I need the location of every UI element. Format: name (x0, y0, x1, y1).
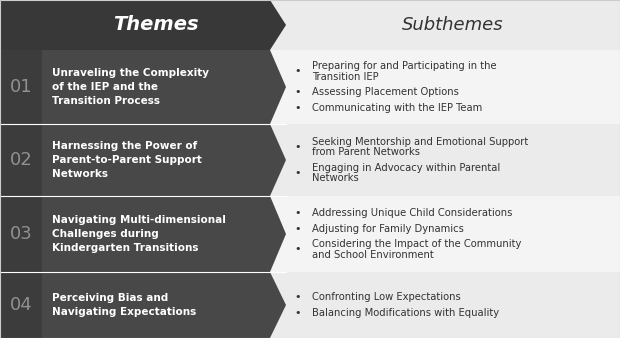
Bar (0, 50, 620, 124)
Text: Harnessing the Power of
Parent-to-Parent Support
Networks: Harnessing the Power of Parent-to-Parent… (52, 141, 202, 179)
Text: Themes: Themes (113, 16, 199, 34)
Bar (0, 196, 620, 272)
Text: 02: 02 (10, 151, 32, 169)
Text: Adjusting for Family Dynamics: Adjusting for Family Dynamics (312, 224, 464, 234)
Text: Engaging in Advocacy within Parental: Engaging in Advocacy within Parental (312, 163, 500, 173)
Polygon shape (42, 0, 286, 50)
Text: •: • (294, 292, 301, 302)
Bar (0, 0, 42, 50)
Bar (0, 50, 42, 124)
Text: •: • (294, 103, 301, 113)
Text: •: • (294, 244, 301, 255)
Bar (0, 124, 42, 196)
Polygon shape (42, 196, 286, 272)
Text: Networks: Networks (312, 173, 359, 183)
Text: •: • (294, 67, 301, 76)
Text: from Parent Networks: from Parent Networks (312, 147, 420, 157)
Text: •: • (294, 142, 301, 152)
Text: Seeking Mentorship and Emotional Support: Seeking Mentorship and Emotional Support (312, 137, 528, 147)
Text: •: • (294, 168, 301, 178)
Text: Unraveling the Complexity
of the IEP and the
Transition Process: Unraveling the Complexity of the IEP and… (52, 68, 209, 106)
Bar (0, 124, 620, 196)
Text: Considering the Impact of the Community: Considering the Impact of the Community (312, 239, 521, 249)
Polygon shape (42, 50, 286, 124)
Text: Navigating Multi-dimensional
Challenges during
Kindergarten Transitions: Navigating Multi-dimensional Challenges … (52, 215, 226, 254)
Bar (0, 272, 620, 338)
Polygon shape (42, 272, 286, 338)
Text: Balancing Modifications with Equality: Balancing Modifications with Equality (312, 308, 499, 318)
Bar (0, 272, 42, 338)
Text: Confronting Low Expectations: Confronting Low Expectations (312, 292, 461, 302)
Text: 01: 01 (10, 78, 32, 96)
Text: Preparing for and Participating in the: Preparing for and Participating in the (312, 61, 497, 71)
Text: •: • (294, 208, 301, 218)
Text: Perceiving Bias and
Navigating Expectations: Perceiving Bias and Navigating Expectati… (52, 293, 197, 317)
Text: •: • (294, 308, 301, 318)
Text: •: • (294, 87, 301, 97)
Text: Assessing Placement Options: Assessing Placement Options (312, 87, 459, 97)
Bar (0, 0, 620, 50)
Text: 03: 03 (10, 225, 32, 243)
Text: 04: 04 (10, 296, 32, 314)
Text: •: • (294, 224, 301, 234)
Text: and School Environment: and School Environment (312, 250, 434, 260)
Text: Transition IEP: Transition IEP (312, 72, 379, 82)
Polygon shape (42, 124, 286, 196)
Text: Communicating with the IEP Team: Communicating with the IEP Team (312, 103, 482, 113)
Text: Subthemes: Subthemes (402, 16, 504, 34)
Text: Addressing Unique Child Considerations: Addressing Unique Child Considerations (312, 208, 512, 218)
Bar (0, 196, 42, 272)
